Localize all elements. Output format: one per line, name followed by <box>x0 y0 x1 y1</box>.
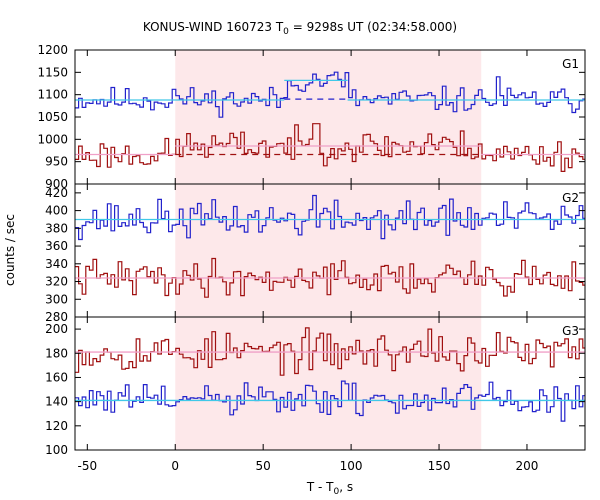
text-layer: KONUS-WIND 160723 T0 = 9298s UT (02:34:5… <box>3 20 579 497</box>
g3-blue-lightcurve <box>75 380 585 422</box>
panel-label-g2: G2 <box>562 191 579 205</box>
y-tick-label: 1000 <box>37 132 68 146</box>
x-tick-label: 0 <box>171 459 179 473</box>
y-tick-label: 360 <box>45 239 68 253</box>
panel-g2-series <box>75 194 585 298</box>
panel-g3-series <box>75 327 585 422</box>
x-axis-label: T - T0, s <box>306 480 353 497</box>
shaded-interval <box>175 50 482 450</box>
shaded-interval-layer <box>175 50 482 450</box>
y-tick-label: 300 <box>45 292 68 306</box>
panel-label-g1: G1 <box>562 57 579 71</box>
y-tick-label: 120 <box>45 419 68 433</box>
g1-blue-lightcurve <box>75 71 585 118</box>
y-tick-label: 140 <box>45 395 68 409</box>
y-tick-label: 380 <box>45 221 68 235</box>
y-tick-label: 180 <box>45 346 68 360</box>
y-tick-label: 400 <box>45 204 68 218</box>
g1-red-lightcurve <box>75 123 585 172</box>
x-tick-label: 50 <box>256 459 271 473</box>
panel-g1-series <box>75 71 585 172</box>
y-tick-label: 1100 <box>37 88 68 102</box>
y-tick-label: 100 <box>45 443 68 457</box>
y-tick-label: 420 <box>45 186 68 200</box>
y-tick-label: 340 <box>45 257 68 271</box>
x-tick-label: 100 <box>340 459 363 473</box>
y-tick-label: 900 <box>45 177 68 191</box>
y-tick-label: 280 <box>45 310 68 324</box>
x-tick-label: -50 <box>78 459 98 473</box>
x-tick-label: 150 <box>428 459 451 473</box>
y-tick-label: 320 <box>45 275 68 289</box>
g2-blue-lightcurve <box>75 194 585 241</box>
chart-title: KONUS-WIND 160723 T0 = 9298s UT (02:34:5… <box>143 20 457 37</box>
y-tick-label: 1200 <box>37 43 68 57</box>
data-layer <box>75 71 585 422</box>
g2-red-lightcurve <box>75 257 585 298</box>
y-tick-label: 950 <box>45 155 68 169</box>
x-tick-label: 200 <box>516 459 539 473</box>
panel-label-g3: G3 <box>562 324 579 338</box>
panel-g3-frame <box>74 316 586 451</box>
y-tick-label: 160 <box>45 370 68 384</box>
y-tick-label: 200 <box>45 322 68 336</box>
y-tick-label: 1150 <box>37 65 68 79</box>
y-axis-label: counts / sec <box>3 214 17 286</box>
frame-layer <box>74 49 586 451</box>
g3-red-lightcurve <box>75 327 585 376</box>
y-tick-label: 1050 <box>37 110 68 124</box>
